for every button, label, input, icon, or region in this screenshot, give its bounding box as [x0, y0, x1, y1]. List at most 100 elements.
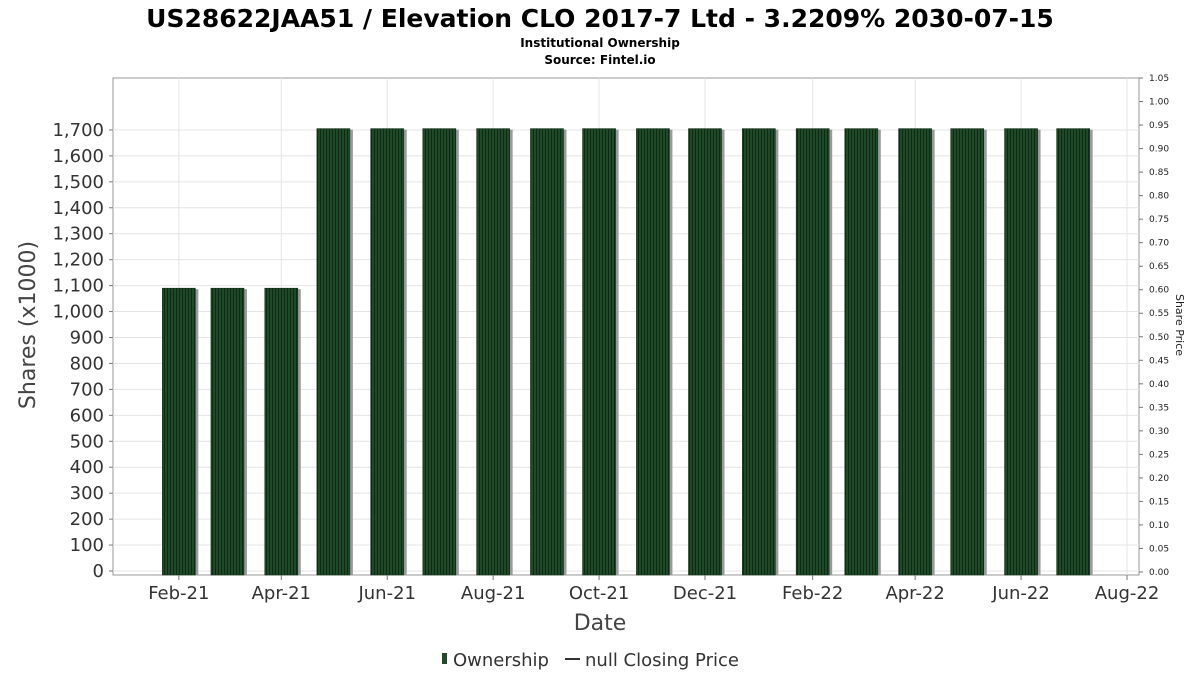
- bar-ownership: [1056, 128, 1093, 576]
- bar-body: [476, 128, 510, 576]
- y2-tick-label: 0.00: [1149, 568, 1169, 578]
- bar-ownership: [370, 128, 407, 576]
- y2-tick-label: 0.25: [1149, 450, 1169, 460]
- y2-axis-label: Share Price: [1173, 294, 1186, 356]
- chart-source: Source: Fintel.io: [544, 53, 655, 67]
- bar-body: [1004, 128, 1038, 576]
- y-axis-ticks: 0 100 200 300 400 500 600 700 800 900 1,000 1,100 1,…: [52, 120, 113, 582]
- y2-tick-label: 0.35: [1149, 403, 1169, 413]
- x-axis-ticks: Feb-21 Apr-21 Jun-21 Aug-21 Oct-21 Dec-21 Feb-…: [148, 575, 1159, 604]
- bar-body: [264, 287, 299, 576]
- bar-ownership: [582, 128, 619, 576]
- y2-tick-label: 0.70: [1149, 239, 1169, 249]
- bar-ownership: [636, 128, 673, 576]
- x-tick-label: Aug-22: [1095, 583, 1160, 604]
- y2-tick-label: 0.30: [1149, 427, 1169, 437]
- bar-body: [950, 128, 985, 576]
- bar-body: [530, 128, 564, 576]
- legend-ownership-label: Ownership: [453, 650, 549, 671]
- x-tick-label: Oct-21: [569, 583, 630, 604]
- bar-body: [636, 128, 670, 576]
- x-tick-label: Jun-21: [357, 583, 416, 604]
- y-tick-label: 200: [70, 509, 104, 530]
- bar-ownership: [950, 128, 987, 576]
- bar-ownership: [162, 287, 199, 576]
- y-tick-label: 300: [70, 483, 104, 504]
- bar-body: [162, 287, 196, 576]
- y-tick-label: 400: [70, 457, 104, 478]
- y2-axis-ticks: 0.00 0.05 0.10 0.15 0.20 0.25 0.30 0.35 0.40 0.45…: [1139, 74, 1169, 578]
- bar-ownership: [844, 128, 881, 576]
- y2-tick-label: 0.90: [1149, 145, 1169, 155]
- y-tick-label: 1,200: [52, 250, 104, 271]
- y2-tick-label: 0.10: [1149, 521, 1169, 531]
- chart-subtitle: Institutional Ownership: [520, 36, 680, 50]
- x-tick-label: Feb-21: [148, 583, 209, 604]
- y-tick-label: 500: [70, 431, 104, 452]
- legend: Ownership null Closing Price: [442, 650, 739, 671]
- bar-ownership: [1004, 128, 1041, 576]
- x-tick-label: Feb-22: [782, 583, 843, 604]
- bar-body: [210, 287, 245, 576]
- y2-tick-label: 0.55: [1149, 309, 1169, 319]
- y-tick-label: 1,600: [52, 146, 104, 167]
- bar-ownership: [210, 287, 247, 576]
- y-tick-label: 1,100: [52, 276, 104, 297]
- y2-tick-label: 0.20: [1149, 474, 1169, 484]
- y2-tick-label: 0.50: [1149, 333, 1169, 343]
- bar-ownership: [898, 128, 935, 576]
- y2-tick-label: 1.00: [1149, 98, 1169, 108]
- bar-body: [582, 128, 616, 576]
- x-tick-label: Dec-21: [673, 583, 737, 604]
- y2-tick-label: 0.85: [1149, 168, 1169, 178]
- bar-body: [370, 128, 405, 576]
- y2-tick-label: 0.80: [1149, 192, 1169, 202]
- y2-tick-label: 0.60: [1149, 286, 1169, 296]
- bar-ownership: [316, 128, 353, 576]
- x-tick-label: Jun-22: [991, 583, 1050, 604]
- y-tick-label: 100: [70, 535, 104, 556]
- bar-body: [1056, 128, 1090, 576]
- x-axis-label: Date: [574, 611, 627, 636]
- bar-body: [844, 128, 879, 576]
- y-tick-label: 1,000: [52, 302, 104, 323]
- y2-tick-label: 1.05: [1149, 74, 1169, 84]
- bar-body: [422, 128, 457, 576]
- bar-ownership: [795, 128, 833, 576]
- bar-body: [688, 128, 722, 576]
- y-axis-label: Shares (x1000): [16, 241, 41, 409]
- bar-ownership: [688, 128, 725, 576]
- x-tick-label: Aug-21: [461, 583, 526, 604]
- x-tick-label: Apr-21: [252, 583, 311, 604]
- y2-tick-label: 0.75: [1149, 215, 1169, 225]
- bar-ownership: [476, 128, 513, 576]
- y2-tick-label: 0.65: [1149, 262, 1169, 272]
- bar-body: [795, 128, 830, 576]
- y2-tick-label: 0.05: [1149, 544, 1169, 554]
- y-tick-label: 1,700: [52, 120, 104, 141]
- legend-price-label: null Closing Price: [585, 650, 739, 671]
- y-tick-label: 700: [70, 379, 104, 400]
- legend-ownership-swatch: [442, 653, 447, 664]
- y-tick-label: 800: [70, 353, 104, 374]
- bar-body: [898, 128, 932, 576]
- y-tick-label: 600: [70, 405, 104, 426]
- bars: [162, 128, 1093, 576]
- y-tick-label: 0: [93, 561, 104, 582]
- y-tick-label: 900: [70, 328, 104, 349]
- y2-tick-label: 0.45: [1149, 356, 1169, 366]
- y-tick-label: 1,400: [52, 198, 104, 219]
- y2-tick-label: 0.95: [1149, 121, 1169, 131]
- bar-ownership: [422, 128, 459, 576]
- bar-ownership: [530, 128, 567, 576]
- bar-body: [742, 128, 776, 576]
- x-tick-label: Apr-22: [885, 583, 944, 604]
- y-tick-label: 1,500: [52, 172, 104, 193]
- y2-tick-label: 0.15: [1149, 497, 1169, 507]
- bar-body: [316, 128, 351, 576]
- bar-ownership: [264, 287, 301, 576]
- y2-tick-label: 0.40: [1149, 380, 1169, 390]
- y-tick-label: 1,300: [52, 224, 104, 245]
- bar-ownership: [742, 128, 779, 576]
